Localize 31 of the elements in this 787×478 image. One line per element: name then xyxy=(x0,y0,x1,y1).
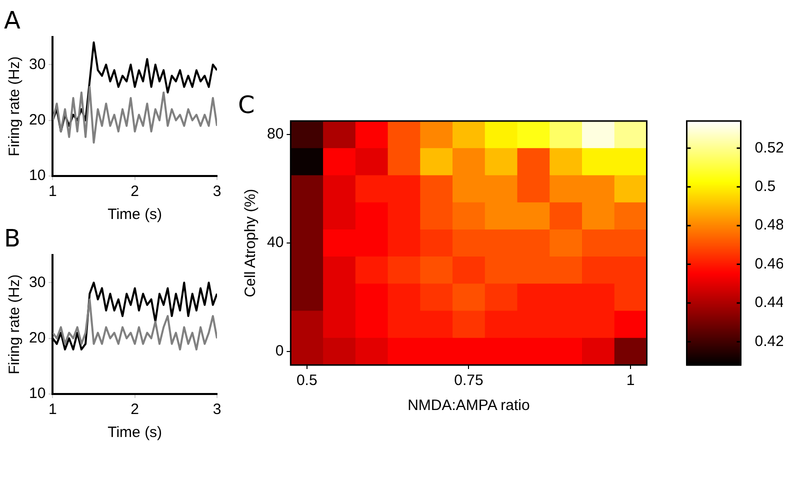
y-axis-title: Firing rate (Hz) xyxy=(6,274,24,374)
y-tick-label: 80 xyxy=(266,126,284,143)
y-tick-label: 10 xyxy=(28,385,46,402)
x-axis-title: Time (s) xyxy=(108,424,162,442)
y-tick-label: 30 xyxy=(28,56,46,73)
x-tick-label: 0.75 xyxy=(454,372,484,390)
y-tick-label: 0 xyxy=(275,342,284,360)
x-tick-label: 0.5 xyxy=(296,372,318,390)
y-tick-label: 20 xyxy=(28,329,46,346)
color-bar-label: 0.52 xyxy=(754,139,784,156)
y-axis-title: Cell Atrophy (%) xyxy=(242,188,260,298)
x-tick-label: 3 xyxy=(212,183,222,200)
y-tick-label: 40 xyxy=(266,234,284,252)
color-bar-label: 0.42 xyxy=(754,332,784,350)
y-tick-label: 20 xyxy=(28,111,46,128)
y-tick-label: 30 xyxy=(28,274,46,291)
x-tick-label: 2 xyxy=(130,183,140,200)
y-axis-title: Firing rate (Hz) xyxy=(6,56,24,156)
color-bar-label: 0.48 xyxy=(754,216,784,234)
color-bar-label: 0.46 xyxy=(754,255,784,272)
x-tick-label: 3 xyxy=(212,401,222,418)
chart-title: C xyxy=(238,90,255,119)
x-tick-label: 2 xyxy=(130,401,140,418)
chart-title: B xyxy=(4,224,20,253)
x-axis-title: Time (s) xyxy=(108,206,162,224)
x-tick-label: 1 xyxy=(48,183,57,200)
x-axis-title: NMDA:AMPA ratio xyxy=(408,397,530,414)
x-tick-label: 1 xyxy=(48,401,57,418)
x-tick-label: 1 xyxy=(626,372,635,390)
y-tick-label: 10 xyxy=(28,167,46,184)
chart-title: A xyxy=(4,6,21,35)
